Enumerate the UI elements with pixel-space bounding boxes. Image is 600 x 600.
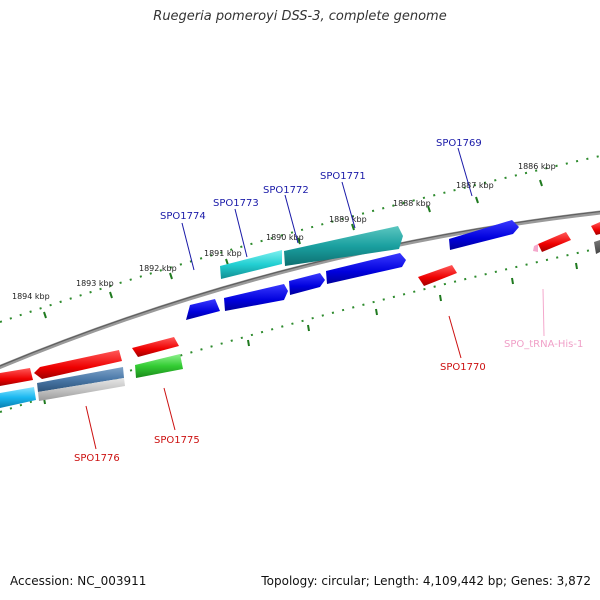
gene-spo1773-feature[interactable] bbox=[220, 250, 282, 279]
major-ticks-outer bbox=[43, 179, 543, 319]
gene-label-trna-his[interactable]: SPO_tRNA-His-1 bbox=[504, 339, 583, 350]
gene-sky-left[interactable] bbox=[0, 387, 36, 408]
gene-grey-pseudo[interactable] bbox=[38, 378, 125, 401]
kbp-labels: 1894 kbp 1893 kbp 1892 kbp 1891 kbp 1890… bbox=[12, 162, 556, 301]
gene-red-edge-right[interactable] bbox=[591, 222, 600, 235]
gene-label-spo1773[interactable]: SPO1773 bbox=[213, 198, 259, 209]
gene-red-long-left[interactable] bbox=[34, 350, 122, 379]
accession-text: Accession: NC_003911 bbox=[10, 574, 147, 588]
gene-spo1773b-feature[interactable] bbox=[224, 284, 288, 311]
gene-red-edge-left[interactable] bbox=[0, 368, 33, 386]
kbp-label: 1886 kbp bbox=[518, 162, 556, 171]
gene-spo1776-feature[interactable] bbox=[37, 367, 124, 392]
kbp-label: 1894 kbp bbox=[12, 292, 50, 301]
gene-spo1775-feature[interactable] bbox=[135, 354, 183, 378]
gene-spo1772b-feature[interactable] bbox=[289, 273, 325, 295]
gene-label-spo1769[interactable]: SPO1769 bbox=[436, 138, 482, 149]
gene-spo1771-feature[interactable] bbox=[326, 253, 406, 284]
gene-label-spo1774[interactable]: SPO1774 bbox=[160, 211, 206, 222]
trna-his-feature[interactable] bbox=[533, 244, 538, 252]
kbp-label: 1893 kbp bbox=[76, 279, 114, 288]
gene-label-spo1770[interactable]: SPO1770 bbox=[440, 362, 486, 373]
label-leaders bbox=[85, 147, 545, 450]
gene-spo1770-feature[interactable] bbox=[418, 265, 457, 286]
map-title: Ruegeria pomeroyi DSS-3, complete genome bbox=[153, 9, 447, 24]
gene-spo1772-feature[interactable] bbox=[284, 226, 403, 266]
kbp-label: 1889 kbp bbox=[329, 215, 367, 224]
gene-red-mid[interactable] bbox=[132, 337, 179, 357]
gene-label-spo1775[interactable]: SPO1775 bbox=[154, 435, 200, 446]
gene-spo1769-feature[interactable] bbox=[449, 220, 519, 250]
kbp-label: 1892 kbp bbox=[139, 264, 177, 273]
kbp-label: 1888 kbp bbox=[393, 199, 431, 208]
gene-label-spo1772[interactable]: SPO1772 bbox=[263, 185, 309, 196]
kbp-label: 1890 kbp bbox=[266, 233, 304, 242]
kbp-label: 1891 kbp bbox=[204, 249, 242, 258]
gene-red-small-right[interactable] bbox=[538, 232, 571, 252]
topology-text: Topology: circular; Length: 4,109,442 bp… bbox=[261, 574, 591, 588]
gene-features bbox=[0, 220, 600, 408]
gene-labels: SPO1774 SPO1773 SPO1772 SPO1771 SPO1769 … bbox=[74, 138, 583, 464]
gene-label-spo1776[interactable]: SPO1776 bbox=[74, 453, 120, 464]
gene-label-spo1771[interactable]: SPO1771 bbox=[320, 171, 366, 182]
kbp-label: 1887 kbp bbox=[456, 181, 494, 190]
gene-spo1774-feature[interactable] bbox=[186, 299, 220, 320]
gene-dark-edge-right[interactable] bbox=[594, 240, 600, 254]
